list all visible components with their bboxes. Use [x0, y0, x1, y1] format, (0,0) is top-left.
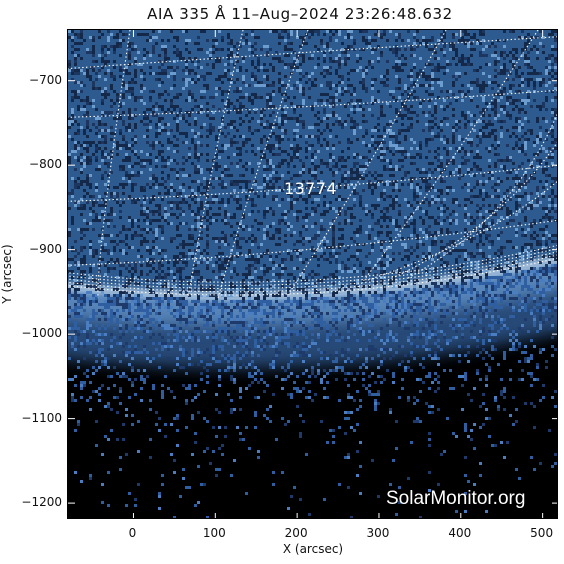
longitude-line	[407, 113, 557, 279]
solar-image-plot	[67, 29, 558, 519]
limb-grid-line	[68, 248, 557, 286]
y-tick-label: −1100	[21, 410, 62, 425]
x-tick-label: 400	[448, 526, 472, 540]
solarmonitor-watermark: SolarMonitor.org	[386, 488, 526, 509]
y-tick-label: −900	[29, 241, 62, 256]
x-tick-label: 500	[530, 526, 554, 540]
x-tick-label: 300	[366, 526, 390, 540]
axis-tick-marks	[68, 30, 557, 518]
x-tick-label: 200	[284, 526, 308, 540]
limb-grid-line	[68, 257, 557, 296]
limb-grid-line	[68, 251, 557, 290]
solar-image-canvas	[68, 30, 557, 518]
x-tick-label: 100	[202, 526, 226, 540]
x-tick-label: 0	[128, 526, 137, 540]
y-tick-label: −700	[29, 72, 62, 87]
image-noise	[68, 30, 557, 518]
longitude-line	[357, 30, 539, 289]
y-tick-label: −1000	[21, 326, 62, 341]
longitude-line	[97, 30, 131, 299]
limb-grid-line	[68, 254, 557, 293]
heliographic-grid	[68, 30, 557, 299]
y-tick-label: −800	[29, 157, 62, 172]
longitude-line	[387, 141, 557, 281]
longitude-line	[187, 30, 244, 299]
latitude-line	[68, 89, 557, 118]
y-tick-label: −1200	[21, 495, 62, 510]
active-region-label: 13774	[284, 179, 337, 198]
image-title: AIA 335 Å 11–Aug–2024 23:26:48.632	[147, 5, 453, 23]
limb-grid-line	[68, 244, 557, 283]
x-axis-label: X (arcsec)	[282, 542, 344, 556]
longitude-line	[217, 30, 309, 299]
y-axis-label: Y (arcsec)	[0, 244, 14, 304]
